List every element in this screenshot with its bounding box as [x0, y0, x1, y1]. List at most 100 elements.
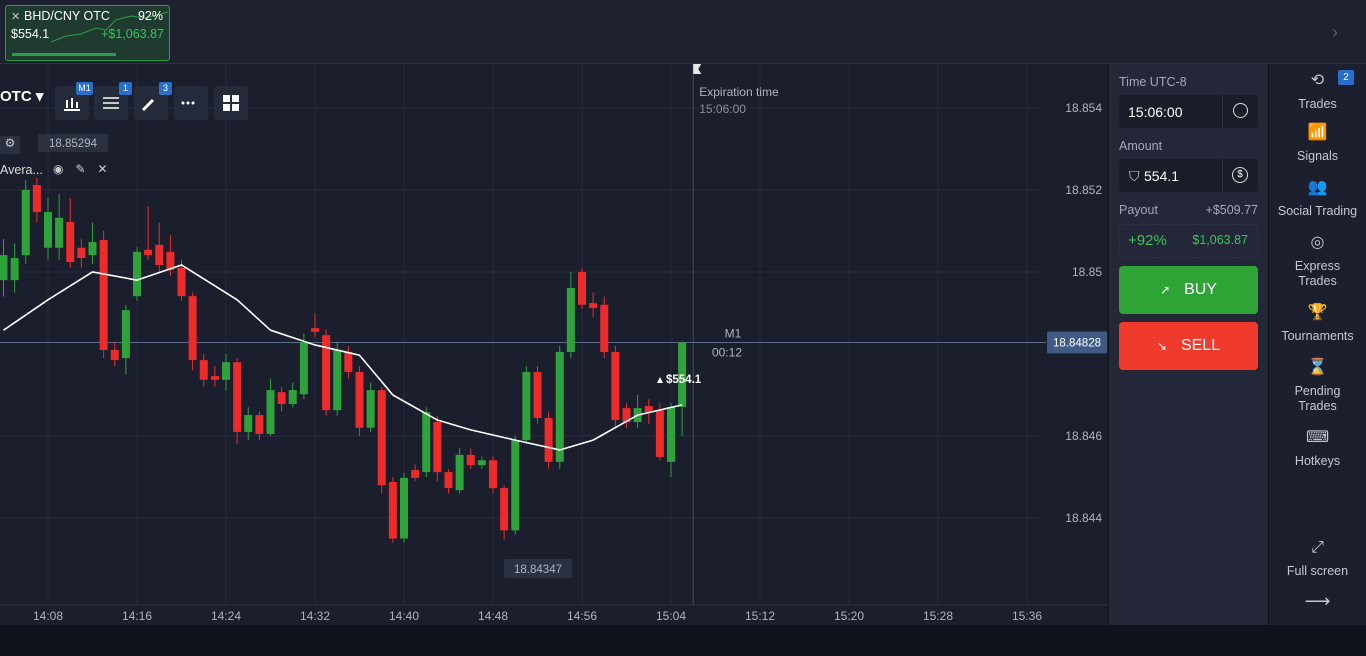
payout-label: Payout [1119, 203, 1158, 217]
candle-body [121, 310, 130, 359]
top-bar: ✕ BHD/CNY OTC 92% $554.1 +$1,063.87 › [0, 0, 1366, 64]
candle-body [199, 360, 208, 380]
sidebar-item[interactable]: Tournaments [1281, 329, 1354, 343]
candle-body [533, 372, 542, 418]
asset-name: BHD/CNY OTC [24, 9, 110, 23]
candle-body [288, 390, 297, 405]
symbol-select[interactable]: OTC ▾ [0, 88, 44, 105]
candle-body [155, 244, 164, 265]
svg-text:✕: ✕ [11, 11, 20, 23]
candle-body [411, 470, 420, 478]
candle-body [600, 304, 609, 352]
candle-body [555, 351, 564, 462]
high-tag [38, 134, 108, 152]
x-tick-label: 15:28 [923, 609, 953, 623]
y-tick-label: 18.852 [1065, 183, 1102, 197]
x-tick-label: 14:32 [300, 609, 330, 623]
candle-body [500, 488, 509, 531]
moving-average [3, 264, 683, 451]
candle-body [99, 239, 108, 350]
sidebar-item[interactable]: Trades [1298, 97, 1337, 111]
payout-box [1119, 224, 1258, 258]
sidebar-item[interactable]: Hotkeys [1294, 454, 1341, 468]
candle-body [299, 342, 308, 395]
sidebar-item[interactable]: Express Trades [1294, 259, 1341, 288]
candle-body [589, 303, 598, 309]
candle-body [366, 390, 375, 428]
y-tick-label: 18.854 [1065, 101, 1102, 115]
amount-label: Amount [1119, 139, 1163, 153]
next-arrow[interactable]: › [1332, 22, 1338, 42]
collapse-arrow[interactable]: ⟶ [1304, 591, 1331, 611]
timeframe: M1 [725, 326, 742, 340]
sparkline: ✕ [11, 11, 169, 56]
candle-body [255, 415, 264, 434]
payout-profit: +$509.77 [1205, 203, 1258, 217]
x-tick-label: 15:12 [745, 609, 775, 623]
indicator-actions[interactable]: ◉✎✕ [53, 162, 120, 176]
candle-body [166, 251, 175, 270]
x-tick-label: 14:16 [122, 609, 152, 623]
sell-button[interactable]: ↘ SELL [1119, 322, 1258, 370]
badge: 1 [119, 82, 132, 95]
candle-body [655, 410, 664, 457]
price-tag [1047, 331, 1107, 354]
candle-body [133, 251, 141, 297]
candle-body [644, 406, 653, 413]
sidebar-icon: ⌛ [1307, 359, 1328, 376]
sidebar: 2 ⟲ Trades 📶 Signals 👥 Social Trading ◎ Express… [1269, 64, 1366, 625]
candle-body [400, 477, 408, 539]
trades-badge: 2 [1338, 70, 1354, 85]
sidebar-item[interactable]: Signals [1297, 149, 1338, 163]
sidebar-icon: 🏆 [1307, 304, 1328, 321]
high-label: 18.85294 [49, 138, 98, 150]
candle-body [311, 328, 319, 332]
badge: M1 [76, 82, 93, 95]
shield-icon: ⛉ [1129, 168, 1140, 184]
buy-label: BUY [1184, 281, 1217, 298]
asset-card[interactable]: ✕ BHD/CNY OTC 92% $554.1 +$1,063.87 [5, 5, 170, 61]
candle-body [10, 258, 19, 281]
current-price: 18.84828 [1053, 337, 1101, 349]
sell-label: SELL [1180, 337, 1221, 354]
sidebar-item[interactable]: Pending Trades [1294, 384, 1341, 413]
x-tick-label: 14:24 [211, 609, 241, 623]
trade-panel: Time UTC-8 15:06:00 Amount ⛉ 554.1 $ Pay… [1109, 64, 1268, 625]
divider [1222, 159, 1223, 192]
settings-icon[interactable]: ⚙ [0, 136, 20, 154]
time-label: Time UTC-8 [1119, 75, 1187, 89]
time-icon[interactable] [1233, 103, 1248, 118]
sidebar-icon: ⌨ [1305, 429, 1330, 446]
x-tick-label: 14:56 [567, 609, 597, 623]
sidebar-icon: ⟲ [1310, 72, 1325, 89]
layout-button[interactable] [214, 86, 248, 120]
divider [1222, 95, 1223, 128]
candle-body [544, 417, 553, 462]
currency-icon[interactable]: $ [1232, 167, 1248, 183]
candle-body [44, 212, 52, 248]
asset-profit: +$1,063.87 [101, 27, 164, 41]
candle-body [110, 349, 119, 361]
candle-body [177, 267, 186, 297]
more-button[interactable] [174, 86, 208, 120]
y-tick-label: 18.846 [1065, 429, 1102, 443]
time-value: 15:06:00 [1128, 104, 1183, 120]
x-tick-label: 14:40 [389, 609, 419, 623]
candle-body [77, 247, 86, 259]
symbol: OTC [0, 88, 32, 105]
sidebar-item[interactable]: Full screen [1286, 564, 1349, 578]
candle-body [511, 440, 520, 531]
candle-body [322, 335, 331, 411]
trade-arrow [657, 377, 663, 383]
amount-value: 554.1 [1144, 168, 1180, 184]
low-tag [504, 559, 572, 578]
candle-body [678, 342, 687, 407]
candle-body [522, 372, 531, 441]
sidebar-item[interactable]: Social Trading [1277, 204, 1358, 218]
buy-button[interactable]: ↗ BUY [1119, 266, 1258, 314]
x-tick-label: 14:48 [478, 609, 508, 623]
expiration-time: 15:06:00 [699, 102, 746, 116]
indicator-label: Avera... [0, 163, 43, 177]
candle-body [466, 454, 475, 466]
